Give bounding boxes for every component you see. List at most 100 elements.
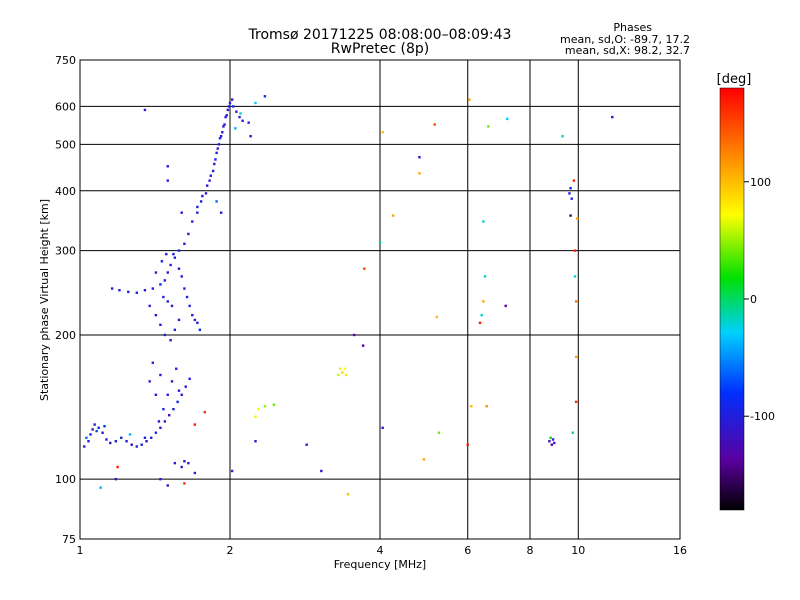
data-point <box>482 300 485 303</box>
data-point <box>162 407 165 411</box>
data-point <box>433 123 436 126</box>
data-point <box>180 465 183 469</box>
data-point <box>159 323 162 327</box>
data-point <box>177 249 181 252</box>
data-point <box>230 98 234 101</box>
data-point <box>215 151 218 155</box>
data-point <box>215 200 218 203</box>
data-point <box>339 367 342 370</box>
data-point <box>154 393 158 397</box>
data-point <box>272 403 276 406</box>
data-point <box>173 256 177 259</box>
data-point <box>184 385 187 388</box>
data-points <box>83 95 614 496</box>
data-point <box>180 393 183 397</box>
x-tick-label: 10 <box>571 544 585 557</box>
data-point <box>110 287 114 290</box>
data-point <box>391 214 395 217</box>
data-point <box>381 426 384 430</box>
data-point <box>553 441 556 445</box>
data-point <box>343 367 347 370</box>
y-tick-label: 100 <box>55 473 76 486</box>
data-point <box>177 318 181 322</box>
data-point <box>173 461 177 465</box>
data-point <box>570 197 573 200</box>
data-point <box>148 380 151 383</box>
data-point <box>611 115 614 119</box>
data-point <box>218 136 222 140</box>
data-point <box>130 443 133 446</box>
data-point <box>154 431 158 434</box>
data-point <box>576 217 579 220</box>
x-axis-ticks: 1 2 4 6 8 10 16 <box>77 544 688 557</box>
data-point <box>187 232 190 236</box>
data-point <box>177 389 181 392</box>
phases-x-mode: mean, sd,X: 98.2, 32.7 <box>564 44 690 57</box>
data-point <box>418 156 421 159</box>
data-point <box>87 440 90 443</box>
data-point <box>209 174 212 177</box>
data-point <box>154 313 158 317</box>
data-point <box>159 373 162 377</box>
data-point <box>485 405 488 408</box>
data-point <box>143 289 147 292</box>
x-tick-label: 8 <box>527 544 534 557</box>
data-point <box>381 131 384 134</box>
data-point <box>573 249 577 252</box>
data-point <box>160 260 164 263</box>
data-point <box>165 252 168 256</box>
data-point <box>548 440 551 443</box>
data-point <box>180 211 183 214</box>
data-point <box>191 220 194 223</box>
data-point <box>114 477 118 481</box>
data-point <box>183 482 186 485</box>
data-point <box>170 380 174 383</box>
data-point <box>163 279 167 282</box>
data-point <box>166 484 169 487</box>
data-point <box>574 400 578 404</box>
data-point <box>177 267 181 270</box>
data-point <box>341 371 344 374</box>
data-point <box>249 134 252 138</box>
data-point <box>337 373 340 377</box>
x-axis-label: Frequency [MHz] <box>334 558 426 571</box>
plot-grid <box>80 60 680 539</box>
data-point <box>83 445 86 448</box>
data-point <box>114 440 118 443</box>
data-point <box>228 101 232 105</box>
data-point <box>187 461 190 465</box>
data-point <box>219 134 223 138</box>
data-point <box>127 290 130 294</box>
data-point <box>101 431 104 434</box>
data-point <box>227 105 231 108</box>
data-point <box>435 315 438 319</box>
data-point <box>478 321 482 325</box>
data-point <box>172 407 175 411</box>
data-point <box>221 131 224 134</box>
data-point <box>572 179 576 182</box>
data-point <box>239 112 242 115</box>
phases-heading: Phases <box>613 21 652 34</box>
data-point <box>482 220 485 223</box>
data-point <box>487 125 490 128</box>
data-point <box>247 121 250 124</box>
data-point <box>550 443 554 446</box>
data-point <box>551 438 555 441</box>
data-point <box>561 134 564 138</box>
data-point <box>183 460 186 463</box>
data-point <box>191 313 194 317</box>
data-point <box>213 162 216 166</box>
data-point <box>143 436 147 439</box>
data-point <box>198 328 202 332</box>
data-point <box>170 304 174 308</box>
data-point <box>505 117 509 121</box>
data-point <box>352 333 356 337</box>
data-point <box>135 291 138 294</box>
x-tick-label: 6 <box>464 544 471 557</box>
data-point <box>97 426 100 430</box>
y-tick-label: 200 <box>55 329 76 342</box>
data-point <box>95 429 98 433</box>
data-point <box>320 469 323 473</box>
y-tick-label: 400 <box>55 185 76 198</box>
data-point <box>549 436 552 439</box>
